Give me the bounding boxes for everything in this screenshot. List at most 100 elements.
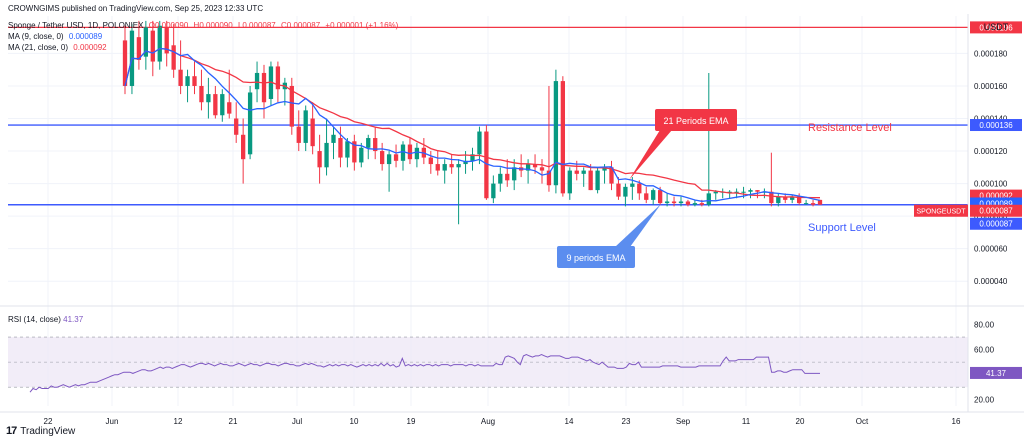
candle-body bbox=[817, 199, 823, 205]
candle-body bbox=[783, 196, 788, 200]
rsi-band bbox=[8, 336, 968, 388]
candle-body bbox=[338, 138, 343, 158]
candle-body bbox=[275, 66, 281, 90]
candle-body bbox=[324, 142, 329, 168]
ma9-legend[interactable]: MA (9, close, 0) 0.000089 bbox=[8, 32, 105, 41]
candle-body bbox=[317, 151, 322, 168]
candle-body bbox=[553, 81, 559, 186]
y-tick-label: 0.000120 bbox=[974, 147, 1008, 156]
y-tick-label: 0.000140 bbox=[974, 115, 1008, 124]
candle-body bbox=[748, 190, 753, 192]
tag-rsi-bg bbox=[970, 366, 1022, 379]
candle-body bbox=[574, 170, 579, 174]
y-tick-label: 0.000160 bbox=[974, 82, 1008, 91]
candle-body bbox=[206, 94, 211, 103]
tag-last: 0.000087 bbox=[979, 207, 1013, 216]
rsi-label: RSI (14, close) bbox=[8, 315, 61, 324]
candle-body bbox=[512, 167, 517, 181]
candle-body bbox=[463, 160, 468, 165]
tradingview-wordmark: TradingView bbox=[20, 425, 76, 437]
tag-last-bg bbox=[970, 204, 1022, 217]
candle-body bbox=[699, 203, 705, 205]
candle-body bbox=[623, 186, 628, 197]
y-tick-label: 0.000060 bbox=[974, 245, 1008, 254]
change-value: +0.000001 (+1.16%) bbox=[325, 21, 399, 30]
ema21-callout-text: 21 Periods EMA bbox=[663, 116, 728, 126]
candle-body bbox=[261, 72, 267, 103]
tag-resistance-top: 0.000196 bbox=[979, 23, 1013, 32]
rsi-line-group bbox=[29, 354, 820, 393]
candle-body bbox=[400, 144, 406, 161]
ema21-callout-box bbox=[655, 109, 737, 131]
rsi-tick-label: 60.00 bbox=[974, 346, 995, 355]
x-tick-label: Oct bbox=[856, 417, 869, 426]
candle-body bbox=[393, 154, 399, 161]
publisher-line: CROWNGIMS published on TradingView.com, … bbox=[8, 4, 264, 13]
ema9-callout-pointer bbox=[615, 204, 661, 247]
x-tick-label: 20 bbox=[796, 417, 805, 426]
rsi-legend[interactable]: RSI (14, close) 41.37 bbox=[8, 315, 83, 324]
candle-body bbox=[477, 131, 482, 155]
x-tick-label: Aug bbox=[481, 417, 495, 426]
candle-body bbox=[803, 203, 809, 205]
candle-body bbox=[171, 45, 176, 70]
tag-symbol: SPONGEUSDT bbox=[916, 209, 966, 216]
candle-body bbox=[234, 118, 239, 135]
candle-body bbox=[588, 170, 593, 191]
candle-body bbox=[220, 94, 225, 116]
candle-body bbox=[240, 134, 246, 160]
x-tick-label: 12 bbox=[174, 417, 183, 426]
candle-body bbox=[150, 30, 155, 62]
candle-body bbox=[810, 203, 816, 205]
y-tick-label: 0.000180 bbox=[974, 49, 1008, 58]
candle-body bbox=[143, 27, 149, 57]
candle-body bbox=[136, 37, 142, 60]
candle-body bbox=[373, 138, 378, 152]
candle-body bbox=[525, 164, 531, 171]
ma9-line bbox=[124, 47, 821, 202]
candle-body bbox=[352, 141, 357, 163]
rsi-tick-label: 20.00 bbox=[974, 396, 995, 405]
tag-symbol-bg bbox=[914, 204, 968, 217]
price-tags: 0.0001960.0001360.0000920.0000890.000087… bbox=[914, 21, 1022, 379]
candle-body bbox=[379, 151, 385, 165]
candle-body bbox=[122, 40, 128, 86]
candle-body bbox=[546, 170, 552, 186]
pair-title: Sponge / Tether USD, 1D, POLONIEX bbox=[8, 21, 144, 30]
candle-body bbox=[567, 170, 572, 194]
ma21-legend[interactable]: MA (21, close, 0) 0.000092 bbox=[8, 43, 110, 52]
candle-body bbox=[532, 164, 538, 168]
tag-resistance: 0.000136 bbox=[979, 121, 1013, 130]
candle-body bbox=[192, 76, 197, 86]
ohlc-open: O0.000090 bbox=[148, 21, 189, 30]
y-tick-label: 0.000100 bbox=[974, 180, 1008, 189]
candle-body bbox=[227, 102, 232, 114]
ema9-callout-box bbox=[557, 246, 635, 268]
x-tick-label: Jul bbox=[292, 417, 302, 426]
tradingview-logo[interactable]: 17 TradingView bbox=[6, 425, 75, 437]
candle-body bbox=[199, 85, 204, 103]
x-tick-label: Sep bbox=[676, 417, 691, 426]
candle-body bbox=[539, 167, 545, 171]
candle-body bbox=[303, 110, 308, 143]
candle-body bbox=[164, 27, 169, 54]
symbol-header[interactable]: Sponge / Tether USD, 1D, POLONIEX O0.000… bbox=[8, 21, 401, 30]
ma9-label: MA (9, close, 0) bbox=[8, 32, 64, 41]
candle-body bbox=[630, 183, 635, 187]
tag-rsi: 41.37 bbox=[986, 369, 1007, 378]
tag-ma21: 0.000092 bbox=[979, 192, 1013, 201]
currency-label[interactable]: USDT bbox=[983, 22, 1009, 32]
support-level-label: Support Level bbox=[808, 222, 876, 234]
moving-averages bbox=[124, 47, 821, 202]
candle-body bbox=[449, 164, 454, 168]
tag-resistance-top-bg bbox=[970, 21, 1022, 34]
x-tick-label: 23 bbox=[622, 417, 631, 426]
candle-body bbox=[609, 167, 614, 184]
candle-body bbox=[366, 138, 371, 148]
candle-body bbox=[706, 193, 711, 205]
candle-body bbox=[692, 203, 698, 205]
candle-body bbox=[657, 190, 663, 204]
x-tick-label: Jun bbox=[106, 417, 119, 426]
candle-body bbox=[595, 170, 600, 191]
